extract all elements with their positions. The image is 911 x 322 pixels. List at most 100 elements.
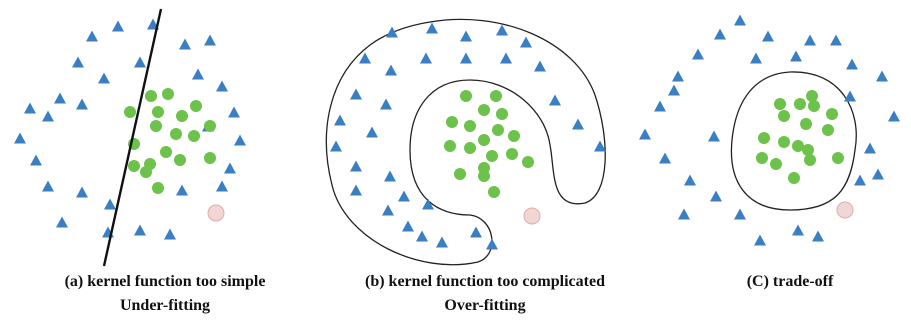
triangle-icon (216, 181, 228, 192)
positive-samples (756, 90, 844, 184)
triangle-icon (844, 91, 856, 102)
triangle-icon (426, 23, 438, 34)
circle-icon (774, 98, 786, 110)
outlier-point-icon (837, 202, 853, 218)
triangle-icon (496, 25, 508, 36)
triangle-icon (192, 69, 204, 80)
negative-samples (639, 15, 900, 246)
outlier-point-icon (208, 205, 224, 221)
triangle-icon (76, 187, 88, 198)
circle-icon (778, 110, 790, 122)
circle-icon (486, 150, 498, 162)
triangle-icon (846, 59, 858, 70)
triangle-icon (888, 111, 900, 122)
panel-underfitting (14, 9, 246, 266)
triangle-icon (460, 53, 472, 64)
circle-icon (160, 146, 172, 158)
triangle-icon (639, 129, 651, 140)
circle-icon (152, 182, 164, 194)
triangle-icon (228, 107, 240, 118)
triangle-icon (668, 85, 680, 96)
triangle-icon (486, 239, 498, 250)
circle-icon (444, 140, 456, 152)
circle-icon (446, 116, 458, 128)
circle-icon (152, 106, 164, 118)
triangle-icon (224, 163, 236, 174)
circle-icon (188, 130, 200, 142)
triangle-icon (30, 155, 42, 166)
triangle-icon (386, 27, 398, 38)
caption-panel-a: (a) kernel function too simple Under-fit… (20, 270, 310, 318)
circle-icon (490, 90, 502, 102)
circle-icon (804, 154, 816, 166)
caption-panel-c: (C) trade-off (690, 270, 890, 294)
triangle-icon (72, 57, 84, 68)
triangle-icon (366, 127, 378, 138)
triangle-icon (164, 229, 176, 240)
triangle-icon (790, 51, 802, 62)
triangle-icon (500, 53, 512, 64)
triangle-icon (350, 89, 362, 100)
triangle-icon (876, 71, 888, 82)
triangle-icon (76, 99, 88, 110)
triangle-icon (54, 93, 66, 104)
triangle-icon (420, 53, 432, 64)
circle-icon (508, 130, 520, 142)
circle-icon (478, 134, 490, 146)
triangle-icon (359, 53, 371, 64)
triangle-icon (56, 217, 68, 228)
circle-icon (832, 152, 844, 164)
panel-tradeoff (639, 15, 900, 246)
triangle-icon (572, 119, 584, 130)
circle-icon (496, 108, 508, 120)
triangle-icon (350, 185, 362, 196)
circle-icon (124, 106, 136, 118)
triangle-icon (104, 199, 116, 210)
circle-icon (794, 98, 806, 110)
triangle-icon (216, 81, 228, 92)
circle-icon (478, 104, 490, 116)
triangle-icon (350, 161, 362, 172)
triangle-icon (460, 31, 472, 42)
triangle-icon (385, 65, 397, 76)
circle-icon (176, 110, 188, 122)
circle-icon (174, 154, 186, 166)
circle-icon (128, 160, 140, 172)
circle-icon (464, 142, 476, 154)
circle-icon (488, 186, 500, 198)
triangle-icon (384, 171, 396, 182)
triangle-icon (750, 53, 762, 64)
triangle-icon (872, 169, 884, 180)
circle-icon (770, 158, 782, 170)
smooth-decision-boundary (731, 72, 856, 210)
positive-samples (124, 88, 216, 194)
triangle-icon (179, 39, 191, 50)
triangle-icon (436, 237, 448, 248)
circle-icon (506, 148, 518, 160)
triangle-icon (42, 181, 54, 192)
triangle-icon (708, 131, 720, 142)
triangle-icon (830, 35, 842, 46)
triangle-icon (24, 103, 36, 114)
triangle-icon (112, 21, 124, 32)
outlier-point-icon (524, 208, 540, 224)
circle-icon (778, 136, 790, 148)
triangle-icon (176, 185, 188, 196)
triangle-icon (14, 133, 26, 144)
triangle-icon (714, 29, 726, 40)
circle-icon (140, 166, 152, 178)
triangle-icon (804, 35, 816, 46)
circle-icon (204, 152, 216, 164)
circle-icon (788, 172, 800, 184)
caption-a-line2: Under-fitting (20, 294, 310, 318)
circle-icon (478, 170, 490, 182)
triangle-icon (754, 235, 766, 246)
circle-icon (822, 124, 834, 136)
triangle-icon (812, 231, 824, 242)
circle-icon (464, 120, 476, 132)
triangle-icon (470, 227, 482, 238)
triangle-icon (334, 115, 346, 126)
triangle-icon (520, 37, 532, 48)
triangle-icon (710, 191, 722, 202)
caption-b-line2: Over-fitting (320, 294, 650, 318)
